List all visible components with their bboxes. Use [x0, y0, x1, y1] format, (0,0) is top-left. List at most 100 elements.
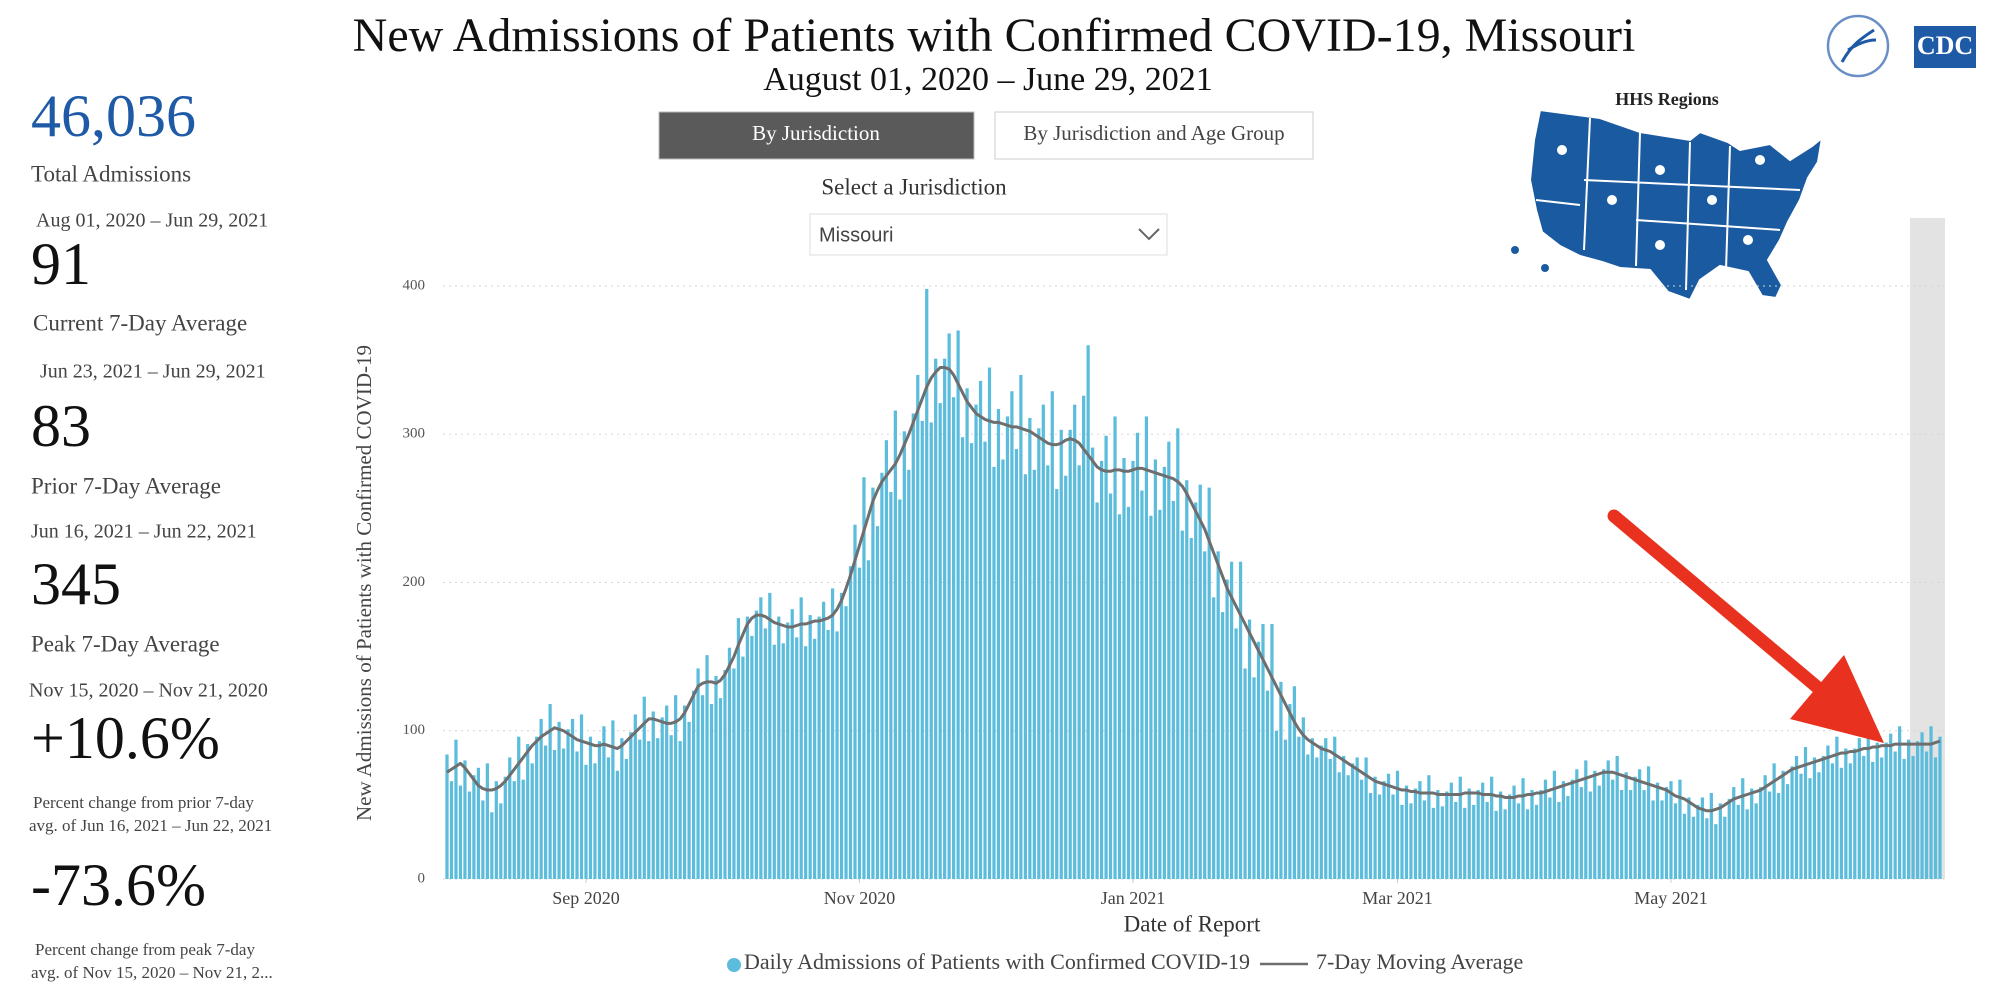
bar	[539, 718, 543, 879]
bar	[561, 748, 566, 879]
bar	[1270, 624, 1274, 879]
region-marker[interactable]	[1707, 195, 1717, 205]
legend-label: Daily Admissions of Patients with Confir…	[744, 949, 1250, 974]
cdc-logo-text: CDC	[1917, 31, 1973, 60]
bar	[588, 736, 593, 879]
us-map[interactable]	[1528, 108, 1824, 302]
bar	[1566, 795, 1570, 879]
bar	[947, 333, 951, 879]
bar	[1333, 736, 1337, 879]
bar	[1342, 755, 1346, 879]
bar	[1821, 755, 1826, 879]
bar	[678, 741, 682, 879]
stat-note: Percent change from peak 7-day	[35, 940, 255, 959]
bar	[1279, 681, 1283, 879]
bar	[817, 616, 821, 879]
bar	[1880, 757, 1884, 879]
bar	[1445, 791, 1449, 879]
bar	[974, 404, 978, 879]
bar	[943, 358, 947, 880]
tab[interactable]	[994, 111, 1314, 160]
bar	[1507, 794, 1512, 879]
bar	[1655, 782, 1660, 879]
bar	[978, 380, 983, 879]
bar	[1570, 779, 1574, 879]
bar	[1185, 480, 1189, 879]
bar	[602, 726, 606, 879]
bar	[1714, 824, 1718, 879]
dropdown-caret[interactable]	[1138, 228, 1160, 241]
x-tick-label: May 2021	[1634, 888, 1708, 908]
bar	[1064, 475, 1068, 879]
x-tick-label: Mar 2021	[1362, 888, 1433, 908]
bar	[485, 763, 489, 879]
bar	[1431, 807, 1435, 879]
stat-value: 46,036	[31, 83, 196, 149]
region-marker[interactable]	[1557, 145, 1567, 155]
region-marker[interactable]	[1655, 240, 1665, 250]
bar	[1095, 502, 1099, 879]
dropdown-value[interactable]: Missouri	[819, 224, 893, 246]
bar	[1853, 748, 1857, 879]
bar	[691, 690, 696, 879]
bar	[1351, 763, 1355, 879]
bar	[656, 738, 660, 879]
bar	[727, 647, 732, 879]
bar	[1198, 484, 1202, 879]
bar	[1373, 776, 1377, 879]
bar	[624, 758, 628, 879]
bar	[1898, 726, 1902, 879]
bar	[1736, 804, 1740, 879]
bar	[960, 437, 965, 879]
bar	[494, 781, 498, 879]
bar	[1575, 769, 1579, 879]
bar	[844, 606, 848, 879]
bar	[1516, 803, 1521, 879]
bar	[1642, 790, 1646, 879]
bar	[1207, 487, 1211, 879]
bar	[476, 767, 480, 879]
bar	[1830, 763, 1835, 879]
stat-value: +10.6%	[31, 705, 220, 771]
bar	[1377, 794, 1382, 879]
region-marker[interactable]	[1755, 155, 1765, 165]
bar	[1817, 772, 1821, 879]
region-marker[interactable]	[1607, 195, 1617, 205]
tab-label[interactable]: By Jurisdiction and Age Group	[1023, 121, 1284, 145]
bar	[651, 711, 655, 879]
stat-label: Current 7-Day Average	[33, 310, 247, 335]
bar	[535, 736, 539, 879]
hhs-map[interactable]	[1511, 108, 1824, 302]
bar	[1499, 791, 1503, 879]
bar	[1167, 441, 1171, 879]
dropdown[interactable]	[809, 213, 1168, 256]
stat-value: -73.6%	[31, 852, 206, 918]
stat-label: Total Admissions	[31, 161, 191, 186]
bar	[1068, 429, 1072, 879]
bar	[1530, 790, 1534, 879]
bar	[709, 704, 714, 879]
bar	[1292, 686, 1296, 879]
bar	[1539, 790, 1543, 879]
tab-active[interactable]	[658, 111, 975, 160]
region-marker[interactable]	[1655, 165, 1665, 175]
bar	[1552, 770, 1557, 879]
bar	[956, 330, 960, 880]
bar	[907, 469, 911, 879]
bar	[1099, 460, 1104, 879]
bar	[1705, 818, 1709, 879]
bar	[1790, 766, 1794, 879]
bar	[763, 628, 767, 879]
bar	[804, 646, 808, 879]
bar	[660, 717, 664, 879]
bar	[1297, 736, 1301, 879]
bar	[1812, 757, 1817, 879]
bar	[1261, 624, 1265, 879]
tab-label[interactable]: By Jurisdiction	[752, 121, 880, 145]
region-marker[interactable]	[1743, 235, 1753, 245]
bar	[467, 791, 472, 879]
bar	[687, 721, 691, 879]
tabs: By Jurisdiction By Jurisdiction and Age …	[658, 111, 1314, 160]
bar	[1212, 597, 1216, 879]
bar	[1615, 755, 1619, 879]
